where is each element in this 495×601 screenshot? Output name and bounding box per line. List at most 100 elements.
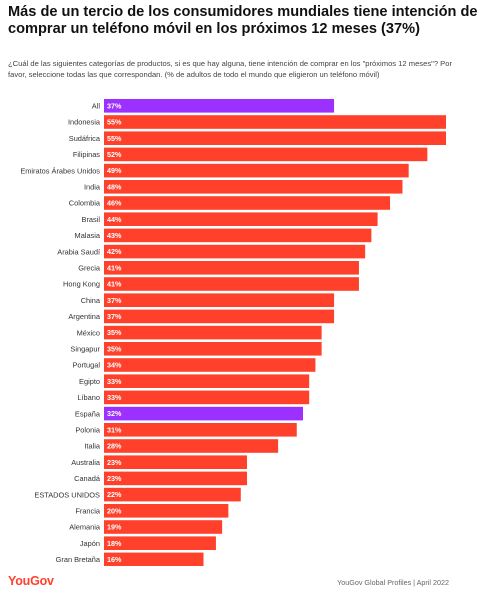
value-label: 22% (107, 490, 122, 499)
value-label: 18% (107, 539, 122, 548)
bar (104, 455, 248, 469)
value-label: 52% (107, 150, 122, 159)
value-label: 37% (107, 312, 122, 321)
yougov-logo: YouGov (8, 574, 54, 588)
bar-row: España 32% (75, 406, 303, 421)
value-label: 35% (107, 344, 122, 353)
category-label: Italia (84, 442, 101, 451)
chart-title: Más de un tercio de los consumidores mun… (8, 4, 478, 37)
bar (104, 277, 359, 291)
bar (104, 342, 322, 356)
bar-row: Italia 28% (84, 439, 279, 453)
bar-row: Gran Bretaña 16% (56, 552, 204, 566)
bar-row: Portugal 34% (72, 358, 316, 372)
value-label: 35% (107, 328, 122, 337)
value-label: 23% (107, 474, 122, 483)
category-label: Grecia (78, 264, 101, 273)
value-label: 41% (107, 263, 122, 272)
category-label: Gran Bretaña (56, 555, 101, 564)
bar-row: Grecia 41% (78, 261, 359, 275)
bar (104, 504, 229, 518)
source-note: YouGov Global Profiles | April 2022 (337, 578, 449, 587)
value-label: 37% (107, 296, 122, 305)
bar-row: Australia 23% (71, 455, 248, 469)
category-label: Japón (80, 539, 100, 548)
bar (104, 212, 378, 226)
bar-row: Indonesia 55% (68, 115, 446, 129)
bar-row: México 35% (77, 325, 322, 340)
bar-row: Francia 20% (75, 504, 229, 518)
category-label: Emiratos Árabes Unidos (20, 166, 100, 175)
category-label: Portugal (72, 361, 100, 370)
value-label: 44% (107, 215, 122, 224)
value-label: 28% (107, 442, 122, 451)
bar (104, 471, 248, 486)
bar-row: Canadá 23% (74, 471, 248, 486)
bar (104, 228, 372, 243)
category-label: Sudáfrica (69, 134, 101, 143)
value-label: 37% (107, 101, 122, 110)
category-label: Colombia (69, 199, 101, 208)
bar (104, 406, 303, 421)
value-label: 41% (107, 280, 122, 289)
bar-row: Arabia Saudí 42% (57, 244, 366, 259)
category-label: Francia (75, 507, 101, 516)
value-label: 34% (107, 361, 122, 370)
bar-row: China 37% (81, 293, 335, 307)
bar (104, 115, 446, 129)
bar (104, 487, 241, 502)
bar-row: Malasia 43% (75, 228, 372, 243)
bar-row: Polonia 31% (75, 423, 297, 437)
value-label: 46% (107, 199, 122, 208)
value-label: 43% (107, 231, 122, 240)
bar-row: Brasil 44% (82, 212, 378, 226)
value-label: 16% (107, 555, 122, 564)
value-label: 42% (107, 247, 122, 256)
value-label: 33% (107, 393, 122, 402)
category-label: España (75, 409, 101, 418)
bar-row: Líbano 33% (77, 390, 310, 405)
bar (104, 163, 409, 178)
bar (104, 180, 403, 194)
bar (104, 358, 316, 372)
category-label: Indonesia (68, 118, 101, 127)
bar-row: Filipinas 52% (73, 147, 428, 162)
category-label: Polonia (75, 426, 101, 435)
category-label: India (84, 183, 101, 192)
bar (104, 552, 204, 566)
bar-row: Colombia 46% (69, 196, 391, 210)
bar (104, 325, 322, 340)
bar (104, 309, 335, 324)
category-label: Egipto (79, 377, 100, 386)
category-label: Líbano (77, 393, 100, 402)
value-label: 20% (107, 506, 122, 515)
value-label: 31% (107, 425, 122, 434)
bar-row: Japón 18% (80, 536, 216, 550)
bar-row: Alemania 19% (69, 520, 223, 534)
category-label: México (77, 328, 100, 337)
bar-row: Emiratos Árabes Unidos 49% (20, 163, 409, 178)
value-label: 55% (107, 118, 122, 127)
bar-row: All 37% (92, 99, 335, 113)
value-label: 33% (107, 377, 122, 386)
bar (104, 439, 279, 453)
value-label: 32% (107, 409, 122, 418)
bar (104, 536, 216, 550)
value-label: 49% (107, 166, 122, 175)
bar (104, 423, 297, 437)
bar-row: Sudáfrica 55% (69, 131, 446, 145)
value-label: 48% (107, 182, 122, 191)
bar-row: Hong Kong 41% (63, 277, 359, 291)
category-label: ESTADOS UNIDOS (34, 490, 100, 499)
value-label: 55% (107, 134, 122, 143)
category-label: Australia (71, 458, 101, 467)
bar (104, 131, 446, 145)
bar (104, 196, 391, 210)
bar (104, 520, 223, 534)
category-label: Arabia Saudí (57, 247, 101, 256)
bar (104, 374, 310, 388)
category-label: Malasia (75, 231, 101, 240)
bar (104, 293, 335, 307)
category-label: Brasil (82, 215, 101, 224)
bar-row: ESTADOS UNIDOS 22% (34, 487, 241, 502)
